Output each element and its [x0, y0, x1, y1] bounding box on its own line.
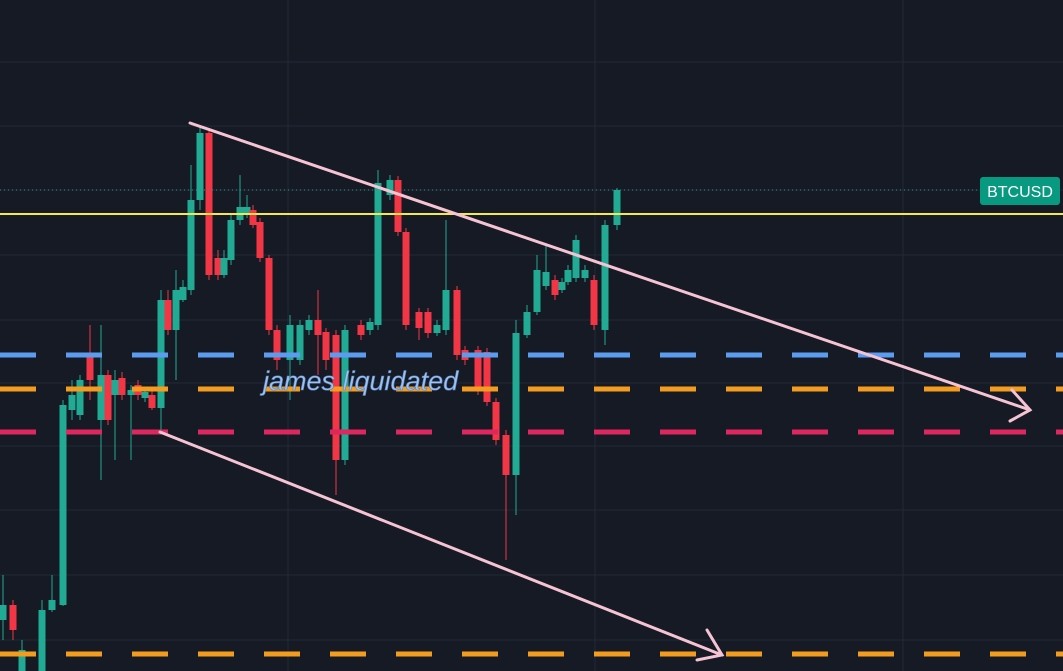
- candle-body: [273, 330, 281, 360]
- candle-body: [18, 650, 26, 671]
- candle-body: [590, 280, 598, 325]
- candle-body: [424, 312, 432, 333]
- candle-body: [386, 180, 394, 195]
- candle-body: [523, 312, 531, 335]
- candle-body: [38, 610, 46, 671]
- arrow-head: [695, 628, 725, 662]
- candle-body: [533, 270, 541, 312]
- candle-body: [172, 290, 180, 330]
- candle-body: [214, 258, 222, 275]
- candle-body: [68, 395, 76, 410]
- candle-body: [551, 280, 559, 295]
- candle-body: [474, 350, 482, 390]
- candle-body: [572, 240, 580, 278]
- candle-body: [187, 200, 195, 290]
- candle-body: [249, 210, 257, 225]
- candle-body: [97, 375, 105, 420]
- symbol-badge: [980, 177, 1060, 205]
- candle-body: [305, 320, 313, 330]
- candle-body: [332, 335, 340, 460]
- candle-body: [558, 282, 566, 290]
- candle-body: [265, 258, 273, 330]
- candle-body: [357, 325, 365, 335]
- candle-body: [374, 183, 382, 325]
- trend-line: [188, 121, 1032, 412]
- candles: [0, 128, 621, 671]
- candle-body: [613, 190, 621, 225]
- annotation-text: james liquidated: [259, 366, 459, 396]
- candle-body: [86, 355, 94, 380]
- candle-body: [366, 322, 374, 330]
- candle-body: [314, 320, 322, 335]
- candle-body: [196, 133, 204, 200]
- candle-body: [442, 290, 450, 330]
- candle-body: [220, 258, 228, 275]
- candle-body: [59, 405, 67, 605]
- trend-arrows: [158, 121, 1033, 662]
- candle-body: [415, 312, 423, 328]
- candle-body: [483, 352, 491, 402]
- trend-line: [158, 430, 724, 657]
- candle-body: [542, 272, 550, 286]
- candle-body: [453, 290, 461, 355]
- candle-body: [141, 392, 149, 398]
- symbol-label: BTCUSD: [987, 184, 1053, 201]
- candle-body: [0, 605, 7, 620]
- candle-body: [502, 435, 510, 475]
- candle-body: [76, 380, 84, 415]
- candle-body: [111, 380, 119, 395]
- candle-body: [118, 378, 126, 395]
- candle-body: [164, 300, 172, 330]
- candle-body: [179, 287, 187, 300]
- candle-body: [341, 330, 349, 460]
- candle-body: [243, 207, 251, 215]
- candle-body: [256, 222, 264, 258]
- candle-body: [227, 220, 235, 260]
- candle-body: [205, 133, 213, 275]
- candle-body: [296, 325, 304, 360]
- candle-body: [148, 395, 156, 408]
- candle-body: [9, 605, 17, 630]
- arrow-head: [1008, 388, 1033, 423]
- candle-body: [322, 332, 330, 360]
- candle-body: [512, 333, 520, 475]
- candle-body: [601, 225, 609, 330]
- candle-body: [433, 325, 441, 333]
- candle-body: [286, 325, 294, 360]
- candle-body: [48, 600, 56, 610]
- candle-body: [492, 402, 500, 440]
- candle-body: [564, 270, 572, 282]
- candle-body: [581, 270, 589, 278]
- candle-body: [402, 232, 410, 325]
- candle-body: [104, 375, 112, 420]
- candle-body: [127, 390, 135, 395]
- candle-body: [394, 180, 402, 232]
